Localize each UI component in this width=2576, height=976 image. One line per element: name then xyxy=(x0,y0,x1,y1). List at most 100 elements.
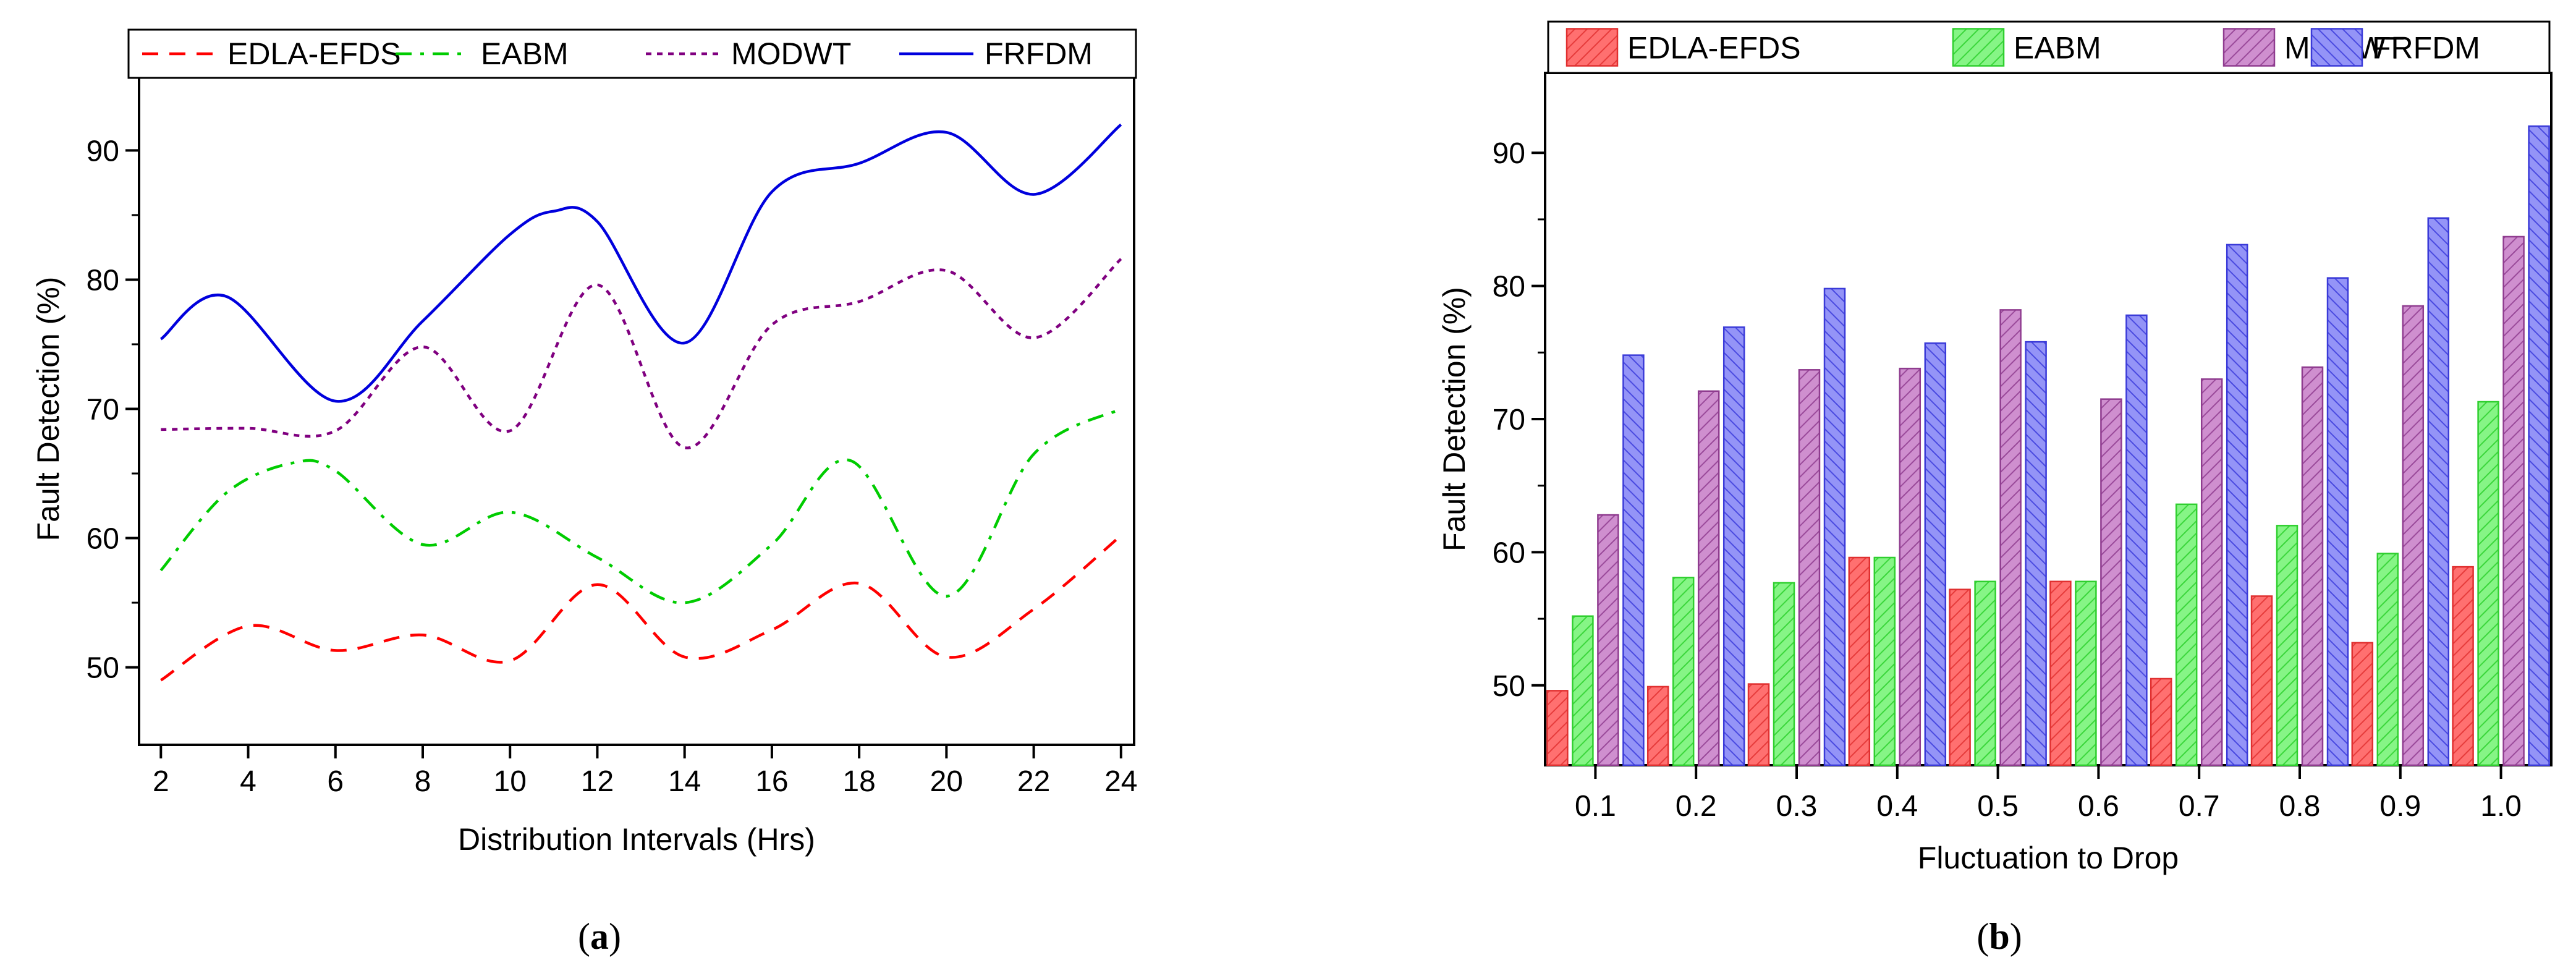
bar-modwt xyxy=(2100,398,2122,766)
bar-eabm xyxy=(1873,556,1896,766)
legend-swatch-frfdm xyxy=(2310,28,2363,67)
x-tick-label-b: 0.2 xyxy=(1676,790,1717,823)
x-tick-label-a: 6 xyxy=(327,765,344,798)
y-tick-label-b: 60 xyxy=(1493,537,1525,569)
y-tick-label-b: 80 xyxy=(1493,271,1525,303)
bar-frfdm xyxy=(2326,277,2349,766)
series-line-edla-efds xyxy=(160,534,1122,682)
bar-frfdm xyxy=(1823,287,1846,766)
y-tick-label-a: 80 xyxy=(87,264,119,297)
bar-edla-efds xyxy=(2351,642,2374,766)
x-tick-label-a: 8 xyxy=(415,765,431,798)
plot-frame-a xyxy=(138,72,1135,746)
bar-frfdm xyxy=(2226,244,2248,766)
bar-frfdm xyxy=(1622,354,1645,766)
bar-edla-efds xyxy=(1949,588,1971,766)
legend-label-eabm: EABM xyxy=(481,36,569,71)
caption-b: (b) xyxy=(1976,916,2022,957)
bar-edla-efds xyxy=(1848,556,1871,766)
series-line-frfdm xyxy=(159,123,1122,403)
legend-a: EDLA-EFDS EABM MODWT FRFDM xyxy=(127,28,1137,79)
x-axis-ticks-b: 0.1 0.2 0.3 0.4 0.5 0.6 0.7 0.8 0.9 1.0 xyxy=(1575,765,2522,823)
bar-eabm xyxy=(2477,401,2499,766)
x-tick-label-a: 4 xyxy=(240,765,256,798)
bar-eabm xyxy=(2075,580,2097,766)
bar-modwt xyxy=(2402,305,2425,766)
bar-edla-efds xyxy=(1646,685,1669,766)
bar-frfdm xyxy=(2125,314,2148,766)
x-tick-label-b: 0.7 xyxy=(2179,790,2220,823)
bar-modwt xyxy=(2200,378,2223,766)
y-axis-ticks-a: 50 60 70 80 90 xyxy=(87,135,139,685)
legend-swatch-modwt xyxy=(2222,28,2276,67)
series-lines-a xyxy=(159,123,1122,682)
y-axis-label-a: Fault Detection (%) xyxy=(31,277,66,541)
bar-eabm xyxy=(1572,615,1594,766)
x-tick-label-a: 22 xyxy=(1017,765,1050,798)
legend-label-frfdm: FRFDM xyxy=(985,36,1093,71)
bar-eabm xyxy=(1672,577,1695,766)
bar-eabm xyxy=(2276,525,2298,766)
bar-chart-panel-b: 50 60 70 80 90 0.1 0.2 0.3 0.4 0.5 0.6 0.7 0.8 0.9 1.… xyxy=(1437,20,2553,875)
x-tick-label-b: 0.6 xyxy=(2078,790,2119,823)
y-tick-label-b: 90 xyxy=(1493,137,1525,170)
x-tick-label-b: 0.1 xyxy=(1575,790,1616,823)
bar-modwt xyxy=(1798,369,1821,766)
series-line-modwt xyxy=(161,258,1122,449)
x-tick-label-b: 0.9 xyxy=(2379,790,2421,823)
bar-frfdm xyxy=(2025,341,2047,766)
y-tick-label-a: 90 xyxy=(87,135,119,168)
x-axis-ticks-a: 2 4 6 8 10 12 14 16 18 20 22 24 xyxy=(153,745,1138,798)
x-tick-label-b: 0.4 xyxy=(1876,790,1918,823)
series-line-eabm xyxy=(159,407,1122,605)
legend-swatch-eabm xyxy=(1952,28,2005,67)
caption-a-letter: a xyxy=(590,916,609,957)
bar-modwt xyxy=(1597,514,1619,766)
x-tick-label-a: 10 xyxy=(494,765,527,798)
bar-edla-efds xyxy=(1747,683,1770,766)
x-tick-label-a: 20 xyxy=(930,765,963,798)
bar-eabm xyxy=(2376,553,2399,766)
bar-edla-efds xyxy=(2250,595,2273,766)
bar-frfdm xyxy=(2427,217,2450,766)
bar-eabm xyxy=(2175,503,2198,766)
legend-box-b xyxy=(1547,20,2551,74)
x-tick-label-b: 0.8 xyxy=(2279,790,2321,823)
x-tick-label-a: 16 xyxy=(755,765,788,798)
y-axis-label-b: Fault Detection (%) xyxy=(1437,287,1472,551)
x-tick-label-a: 24 xyxy=(1104,765,1137,798)
caption-a: (a) xyxy=(578,916,621,957)
bar-eabm xyxy=(1773,582,1795,766)
bar-edla-efds xyxy=(1546,690,1569,766)
y-tick-label-a: 50 xyxy=(87,652,119,685)
bar-modwt xyxy=(2502,236,2525,766)
y-axis-ticks-b: 50 60 70 80 90 xyxy=(1493,137,1545,703)
plot-area-border-a xyxy=(138,72,1135,746)
bar-modwt xyxy=(1899,367,1921,766)
x-tick-label-a: 14 xyxy=(668,765,701,798)
caption-b-letter: b xyxy=(1989,916,2009,957)
y-tick-label-b: 70 xyxy=(1493,404,1525,436)
bar-modwt xyxy=(1999,309,2022,766)
legend-label-modwt: MODWT xyxy=(731,36,851,71)
y-tick-label-a: 60 xyxy=(87,523,119,556)
plot-frame-b xyxy=(1544,72,2553,766)
legend-swatch-edla-efds xyxy=(1566,28,1619,67)
bar-modwt xyxy=(2301,366,2324,766)
x-tick-label-b: 0.3 xyxy=(1776,790,1818,823)
bar-edla-efds xyxy=(2150,677,2172,766)
x-tick-label-b: 1.0 xyxy=(2480,790,2522,823)
x-tick-label-b: 0.5 xyxy=(1977,790,2019,823)
bar-frfdm xyxy=(1924,342,1947,766)
bar-eabm xyxy=(1974,580,1996,766)
y-tick-label-a: 70 xyxy=(87,394,119,426)
x-axis-label-b: Fluctuation to Drop xyxy=(1918,841,2179,875)
legend-label-edla-efds: EDLA-EFDS xyxy=(227,36,401,71)
legend-label-eabm: EABM xyxy=(2014,31,2101,66)
bar-frfdm xyxy=(1722,326,1745,766)
bar-edla-efds xyxy=(2049,580,2072,766)
x-tick-label-a: 18 xyxy=(842,765,875,798)
